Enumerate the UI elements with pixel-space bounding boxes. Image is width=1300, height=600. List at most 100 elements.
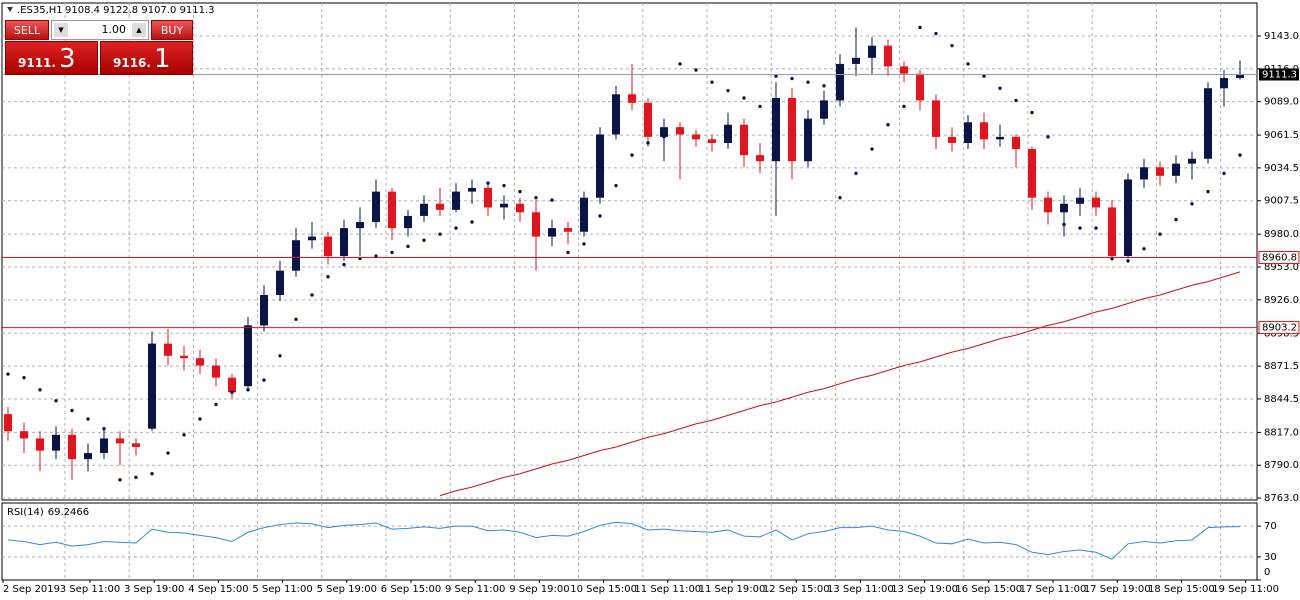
candle-body: [1108, 207, 1116, 257]
y-tick-label: 9061.5: [1264, 130, 1299, 141]
sar-dot: [54, 399, 58, 403]
lot-up[interactable]: ▲: [132, 23, 146, 37]
sar-dot: [1142, 247, 1146, 251]
x-tick-label: 17 Sep 19:00: [1084, 584, 1151, 595]
sar-dot: [502, 183, 506, 188]
candle-body: [788, 97, 796, 162]
candle-body: [180, 355, 188, 359]
candle-body: [212, 365, 220, 378]
x-tick-label: 16 Sep 15:00: [955, 584, 1022, 595]
level-label: 8903.2: [1262, 323, 1297, 334]
x-tick-label: 3 Sep 11:00: [60, 584, 120, 595]
candle-body: [36, 438, 44, 451]
candle-body: [740, 124, 748, 156]
candle-body: [244, 325, 252, 387]
x-tick-label: 11 Sep 11:00: [634, 584, 701, 595]
candle-body: [1044, 197, 1052, 213]
candle-body: [1188, 158, 1196, 164]
y-tick-label: 9034.5: [1264, 163, 1299, 174]
y-tick-label: 8844.5: [1264, 394, 1299, 405]
candle-body: [52, 434, 60, 451]
sar-dot: [1078, 226, 1082, 230]
sell-button[interactable]: SELL: [5, 20, 49, 40]
sar-dot: [518, 189, 522, 194]
sar-dot: [1062, 222, 1066, 227]
sar-dot: [6, 372, 10, 376]
x-tick-label: 18 Sep 15:00: [1148, 584, 1215, 595]
sar-dot: [118, 478, 122, 482]
sar-dot: [710, 80, 714, 84]
x-tick-label: 10 Sep 15:00: [570, 584, 637, 595]
candle-body: [84, 453, 92, 460]
candle-body: [772, 97, 780, 162]
x-tick-label: 9 Sep 11:00: [445, 584, 505, 595]
sar-dot: [950, 43, 954, 48]
rsi-label: RSI(14) 69.2466: [7, 507, 89, 518]
lot-down[interactable]: ▼: [54, 23, 68, 37]
candle-body: [676, 127, 684, 135]
sar-dot: [166, 451, 170, 455]
buy-button[interactable]: BUY: [151, 20, 193, 40]
candle-body: [1236, 74, 1244, 79]
level-label-box: [1258, 251, 1300, 265]
x-tick-label: 6 Sep 15:00: [381, 584, 441, 595]
candle-body: [404, 215, 412, 229]
sar-dot: [470, 220, 474, 224]
sar-dot: [646, 141, 650, 145]
sar-dot: [790, 76, 794, 81]
bid-box[interactable]: 9111. 3: [5, 41, 98, 75]
sar-dot: [998, 86, 1002, 90]
y-tick-label: 9007.5: [1264, 196, 1299, 207]
candle-body: [756, 155, 764, 162]
rsi-line: [7, 521, 1241, 560]
x-tick-label: 4 Sep 15:00: [188, 584, 248, 595]
candle-body: [852, 57, 860, 64]
x-tick-label: 5 Sep 11:00: [252, 584, 312, 595]
x-tick-label: 17 Sep 11:00: [1020, 584, 1087, 595]
sar-dot: [102, 427, 106, 431]
sar-dot: [614, 183, 618, 188]
candle-body: [1092, 197, 1100, 208]
y-tick-label: 8980.0: [1264, 229, 1299, 240]
candle-body: [964, 122, 972, 143]
candle-body: [164, 343, 172, 356]
bid-big: 3: [59, 44, 76, 74]
lot-input[interactable]: ▼ 1.00 ▲: [51, 20, 149, 40]
candle-body: [1156, 167, 1164, 176]
sar-dot: [262, 378, 266, 382]
sar-dot: [774, 74, 778, 78]
candle-body: [996, 136, 1004, 140]
ask-box[interactable]: 9116. 1: [100, 41, 193, 75]
sar-dot: [182, 433, 186, 437]
candle-body: [820, 100, 828, 119]
sar-dot: [1174, 217, 1178, 222]
sar-dot: [870, 147, 874, 151]
sar-dot: [598, 214, 602, 218]
candle-body: [436, 203, 444, 210]
sar-dot: [822, 84, 826, 88]
sar-dot: [342, 262, 346, 267]
sar-dot: [230, 390, 234, 394]
sar-dot: [758, 104, 762, 109]
y-tick-label: 8790.0: [1264, 460, 1299, 471]
candle-body: [420, 203, 428, 216]
candle-body: [932, 100, 940, 137]
candle-body: [644, 102, 652, 137]
sar-dot: [1206, 189, 1210, 194]
sar-dot: [550, 198, 554, 202]
candle-body: [116, 438, 124, 444]
x-tick-label: 2 Sep 2019: [3, 584, 60, 595]
candle-body: [980, 122, 988, 140]
candle-body: [484, 187, 492, 208]
sar-dot: [1046, 135, 1050, 139]
candle-body: [724, 124, 732, 143]
y-tick-label: 8953.0: [1264, 262, 1299, 273]
x-tick-label: 19 Sep 11:00: [1212, 584, 1279, 595]
sar-dot: [934, 31, 938, 36]
sar-dot: [486, 181, 490, 185]
candle-body: [1076, 197, 1084, 204]
candle-body: [260, 294, 268, 326]
sar-dot: [390, 250, 394, 255]
